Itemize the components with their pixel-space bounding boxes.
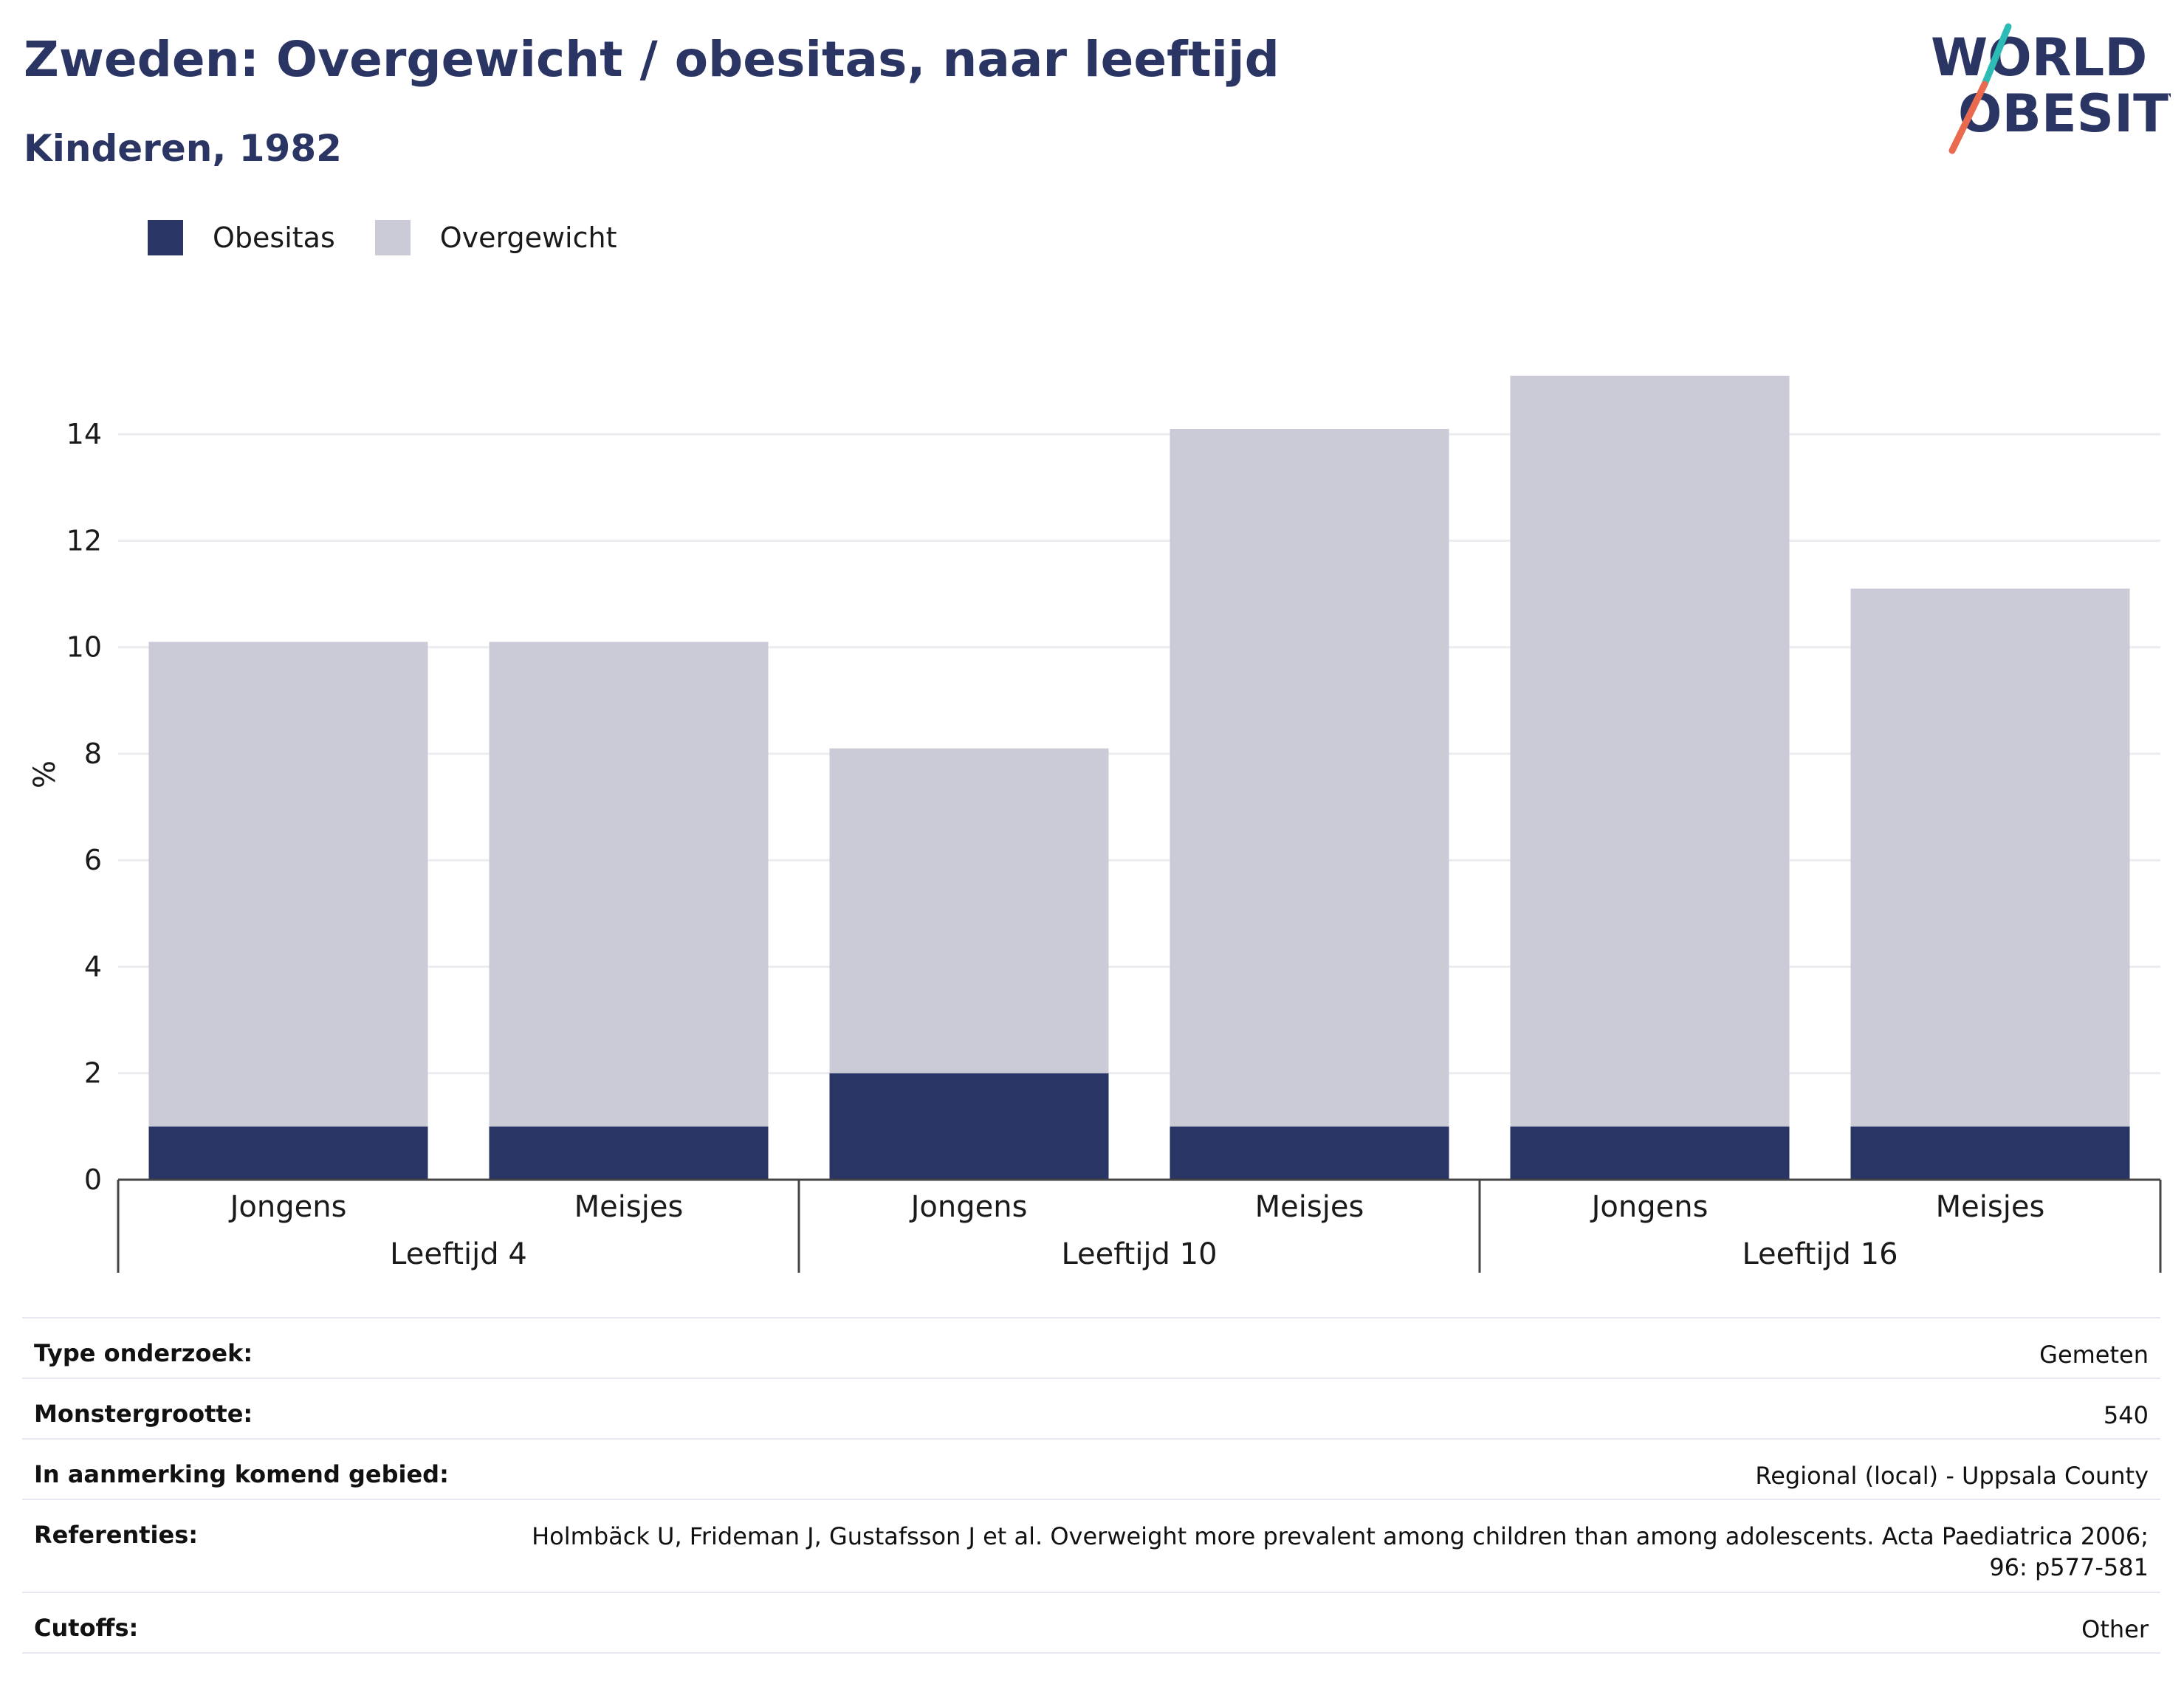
y-tick-label: 0 [84, 1163, 102, 1196]
x-tick-label: Jongens [1590, 1190, 1709, 1224]
logo-slash-teal [1981, 23, 2012, 88]
bar-overgewicht-2-1 [829, 748, 1109, 1073]
info-value-area: Regional (local) - Uppsala County [1755, 1462, 2149, 1490]
y-tick-label: 14 [66, 418, 102, 450]
info-value-references: Holmbäck U, Frideman J, Gustafsson J et … [532, 1522, 2149, 1581]
info-value-cutoffs: Other [2081, 1615, 2149, 1643]
info-label-type: Type onderzoek: [34, 1339, 253, 1367]
bar-obesitas-2-2 [1170, 1126, 1449, 1180]
bar-overgewicht-3-1 [1510, 375, 1790, 1127]
legend-swatch-obesitas [148, 220, 183, 255]
info-row-cutoffs: Cutoffs: Other [22, 1592, 2160, 1654]
info-label-cutoffs: Cutoffs: [34, 1614, 139, 1642]
x-tick-label: Jongens [228, 1190, 347, 1224]
legend-swatch-overgewicht [374, 220, 411, 255]
bar-obesitas-2-1 [829, 1073, 1109, 1180]
chart-legend: Obesitas Overgewicht [148, 220, 657, 255]
info-row-type: Type onderzoek: Gemeten [22, 1317, 2160, 1378]
y-tick-label: 12 [66, 524, 102, 557]
bar-overgewicht-1-1 [148, 642, 428, 1127]
info-value-sample: 540 [2103, 1401, 2149, 1429]
page-title: Zweden: Overgewicht / obesitas, naar lee… [24, 31, 1280, 88]
x-group-label: Leeftijd 10 [1061, 1237, 1217, 1271]
x-group-label: Leeftijd 16 [1742, 1237, 1898, 1271]
x-tick-label: Meisjes [1936, 1190, 2045, 1224]
info-value-type: Gemeten [2039, 1341, 2149, 1369]
info-label-area: In aanmerking komend gebied: [34, 1460, 449, 1488]
bar-chart: 0 2 4 6 8 10 12 14% Jongens Meisjes Leeftijd 4 Jong… [28, 375, 2162, 1273]
x-tick-label: Meisjes [1255, 1190, 1364, 1224]
y-axis-label: % [28, 760, 62, 788]
world-obesity-logo: WORLD OBESITY [1931, 23, 2171, 154]
info-row-area: In aanmerking komend gebied: Regional (l… [22, 1438, 2160, 1499]
legend-item-obesitas[interactable]: Obesitas [148, 220, 335, 255]
bar-overgewicht-3-2 [1850, 588, 2130, 1127]
bar-obesitas-1-2 [489, 1126, 769, 1180]
info-label-references: Referenties: [34, 1521, 199, 1549]
info-table: Type onderzoek: Gemeten Monstergrootte: … [22, 1317, 2160, 1654]
x-tick-label: Meisjes [574, 1190, 684, 1224]
x-group-label: Leeftijd 4 [390, 1237, 527, 1271]
logo-line2: OBESITY [1958, 83, 2171, 144]
info-label-sample: Monstergrootte: [34, 1400, 253, 1428]
bar-overgewicht-2-2 [1170, 428, 1449, 1127]
info-row-sample: Monstergrootte: 540 [22, 1378, 2160, 1438]
logo-line1: WORLD [1931, 27, 2147, 88]
legend-item-overgewicht[interactable]: Overgewicht [374, 220, 617, 255]
legend-label-obesitas: Obesitas [213, 221, 335, 254]
info-row-references: Referenties: Holmbäck U, Frideman J, Gus… [22, 1499, 2160, 1592]
page-subtitle: Kinderen, 1982 [24, 127, 342, 170]
y-tick-label: 8 [84, 738, 102, 770]
x-tick-label: Jongens [909, 1190, 1028, 1224]
legend-label-overgewicht: Overgewicht [439, 221, 617, 254]
y-tick-label: 4 [84, 950, 102, 983]
bar-obesitas-3-1 [1510, 1126, 1790, 1180]
bar-obesitas-1-1 [148, 1126, 428, 1180]
bar-obesitas-3-2 [1850, 1126, 2130, 1180]
y-tick-label: 6 [84, 844, 102, 876]
logo-slash-orange [1948, 80, 1988, 154]
bar-overgewicht-1-2 [489, 642, 769, 1127]
y-tick-label: 2 [84, 1057, 102, 1090]
y-tick-label: 10 [66, 631, 102, 664]
